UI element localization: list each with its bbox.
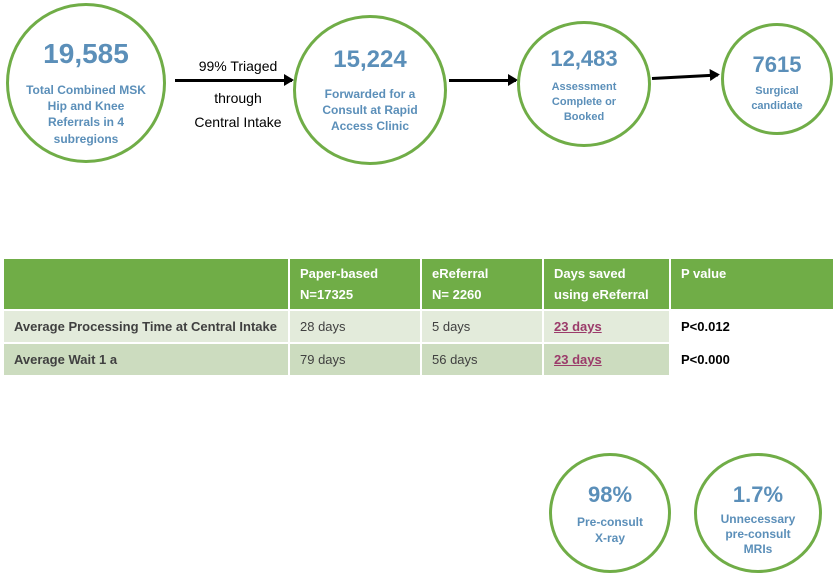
table-row: Average Processing Time at Central Intak… [4, 311, 833, 342]
assessment-label: Assessment Complete or Booked [551, 81, 617, 123]
surgical-candidate-circle: 7615 Surgical candidate [721, 23, 833, 135]
header-days-saved-line1: Days saved [554, 266, 626, 281]
comparison-table: Paper-based N=17325 eReferral N= 2260 Da… [2, 257, 835, 377]
triage-text: 99% Triaged through Central Intake [183, 54, 293, 134]
forwarded-consult-value: 15,224 [333, 46, 407, 73]
total-referrals-label: Total Combined MSK Hip and Knee Referral… [26, 83, 146, 146]
arrow-to-surgical [651, 73, 718, 80]
header-paper-line1: Paper-based [300, 266, 379, 281]
header-paper-line2: N=17325 [300, 287, 354, 302]
header-metric [4, 259, 288, 309]
header-days-saved: Days saved using eReferral [544, 259, 669, 309]
mri-stat-label: Unnecessary pre-consult MRIs [720, 512, 796, 556]
arrow-triage [175, 74, 294, 86]
mri-stat-value: 1.7% [732, 482, 784, 507]
row-p-value: P<0.012 [671, 311, 833, 342]
mri-stat-circle: 1.7% Unnecessary pre-consult MRIs [694, 453, 822, 573]
table-header-row: Paper-based N=17325 eReferral N= 2260 Da… [4, 259, 833, 309]
assessment-circle: 12,483 Assessment Complete or Booked [517, 21, 651, 147]
triage-text-line2: through [214, 90, 262, 106]
total-referrals-value: 19,585 [43, 38, 129, 69]
row-paper-value: 79 days [290, 344, 420, 375]
row-ereferral-value: 5 days [422, 311, 542, 342]
row-metric: Average Wait 1 a [4, 344, 288, 375]
xray-stat-circle: 98% Pre-consult X-ray [549, 453, 671, 573]
surgical-candidate-label: Surgical candidate [751, 85, 803, 112]
triage-text-line1: 99% Triaged [198, 58, 278, 74]
header-ereferral-line2: N= 2260 [432, 287, 482, 302]
total-referrals-circle: 19,585 Total Combined MSK Hip and Knee R… [6, 3, 166, 163]
header-ereferral-line1: eReferral [432, 266, 489, 281]
forwarded-consult-label: Forwarded for a Consult at Rapid Access … [322, 87, 418, 134]
row-days-saved-link[interactable]: 23 days [544, 311, 669, 342]
header-ereferral: eReferral N= 2260 [422, 259, 542, 309]
header-paper: Paper-based N=17325 [290, 259, 420, 309]
assessment-value: 12,483 [550, 46, 618, 71]
surgical-candidate-value: 7615 [752, 52, 802, 77]
xray-stat-label: Pre-consult X-ray [576, 515, 643, 546]
triage-text-line3: Central Intake [194, 114, 282, 130]
table-row: Average Wait 1 a 79 days 56 days 23 days… [4, 344, 833, 375]
row-p-value: P<0.000 [671, 344, 833, 375]
header-days-saved-line2: using eReferral [554, 287, 649, 302]
row-paper-value: 28 days [290, 311, 420, 342]
xray-stat-value: 98% [587, 482, 633, 507]
row-ereferral-value: 56 days [422, 344, 542, 375]
row-metric: Average Processing Time at Central Intak… [4, 311, 288, 342]
arrow-to-assessment [449, 74, 518, 86]
forwarded-consult-circle: 15,224 Forwarded for a Consult at Rapid … [293, 15, 447, 165]
header-p-value: P value [671, 259, 833, 309]
row-days-saved-link[interactable]: 23 days [544, 344, 669, 375]
